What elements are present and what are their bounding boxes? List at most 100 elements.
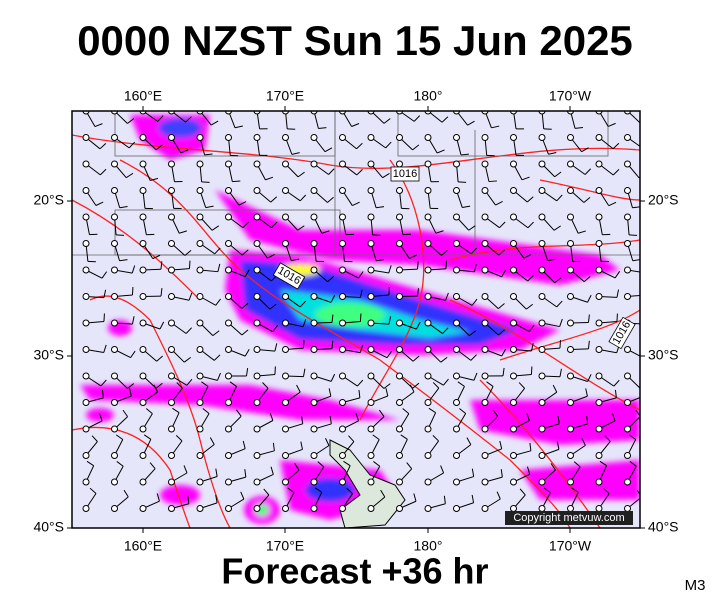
barb-station [367,319,375,327]
barb-station [225,293,232,300]
barb-staff [656,244,666,259]
barb-flag [388,265,392,274]
barb-flag [103,289,107,298]
barb-flag [409,254,417,259]
barb-flag [445,292,449,301]
barb-station [82,372,90,380]
barb-station [82,505,90,512]
barb-flag [527,275,534,282]
barb-station [168,372,175,380]
barb-flag [616,289,620,298]
barb-flag [642,142,648,148]
barb-station [139,505,147,512]
barb-flag [460,153,469,156]
lon-label-bottom: 170°W [549,538,592,554]
barb-flag [495,200,503,206]
barb-station [196,478,204,486]
map-labels: 160°E 170°E 180° 170°W 160°E 170°E 180° 170°W 20… [33,88,678,554]
barb-station [653,453,659,459]
barb-flag [584,168,592,175]
barb-station [567,425,574,433]
barb-station [111,240,118,247]
barb-station [595,399,603,406]
barb-station [168,187,175,194]
barb-flag [673,322,677,329]
barb-station [481,213,489,221]
barb-flag [116,461,124,467]
barb-station [595,319,603,327]
barb-station [653,479,659,485]
copyright-box [505,511,633,525]
barb-station [453,266,460,274]
barb-station [196,160,204,168]
barb-flag [523,254,532,259]
barb-flag [378,409,385,417]
barb-station [339,399,346,406]
precipitation [80,115,640,524]
barb-staff [656,439,664,455]
lon-label-top: 160°E [124,88,162,104]
barb-staff [656,111,671,121]
barb-station [111,134,118,141]
barb-station [139,293,147,300]
barb-station [225,372,232,380]
barb-flag [86,460,94,467]
barb-station [538,240,546,247]
barb-station [453,425,460,433]
barb-flag [380,489,386,498]
barb-flag [659,409,665,414]
model-label: M3 [685,577,706,594]
barb-flag [441,116,449,123]
barb-station [424,425,432,433]
barb-flag [330,373,336,382]
barb-station [424,187,432,194]
barb-flag [552,384,558,393]
barb-station [111,452,118,459]
barb-flag [491,125,500,129]
barb-station [367,478,375,486]
barb-flag [242,221,249,229]
barb-station [510,319,517,327]
barb-station [481,319,489,327]
barb-flag [486,381,494,387]
barb-station [567,346,574,353]
barb-flag [270,196,278,203]
barb-flag [466,437,472,445]
isobar-label-bg [608,316,636,350]
barb-flag [373,461,381,467]
isobar-label-bg [272,262,306,290]
barb-flag [127,118,135,124]
barb-flag [188,260,191,269]
barb-station [396,293,403,300]
barb-station [624,399,631,406]
barb-flag [330,295,336,303]
barb-station [595,293,603,300]
barb-flag [185,116,192,123]
barb-flag [240,491,245,500]
barb-flag [302,340,305,349]
barb-flag [462,205,471,209]
barb-flag [244,348,250,357]
barb-station [339,452,346,459]
barb-flag [270,466,274,475]
barb-station [510,293,517,300]
barb-flag [101,271,108,279]
barb-flag [376,206,385,209]
barb-flag [473,263,477,272]
barb-flag [317,461,325,468]
barb-flag [229,381,237,387]
barb-flag [498,329,505,336]
barb-flag [272,325,278,333]
barb-flag [585,388,588,397]
barb-flag [185,327,193,334]
barb-station [624,478,631,486]
barb-station [367,293,375,300]
barb-station [453,478,460,486]
barb-flag [587,374,592,382]
barb-station [424,266,432,274]
barb-station [567,134,574,141]
barb-flag [470,247,478,255]
barb-flag [299,194,307,202]
barb-flag [131,265,136,274]
